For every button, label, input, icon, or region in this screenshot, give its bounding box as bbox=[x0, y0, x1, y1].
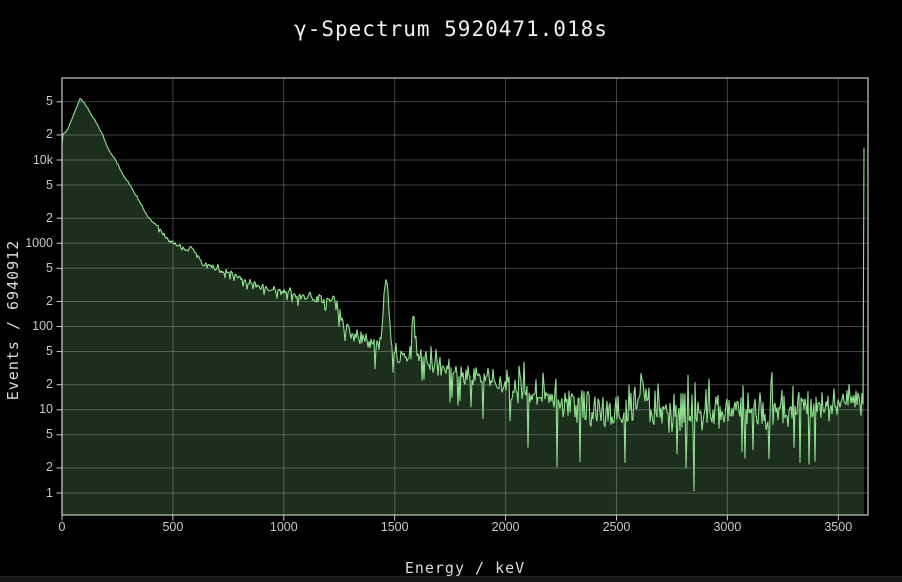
y-tick-label: 2 bbox=[46, 293, 53, 308]
y-tick-label: 5 bbox=[46, 94, 53, 109]
y-tick-label: 5 bbox=[46, 344, 53, 359]
x-tick-label: 1500 bbox=[380, 520, 409, 534]
y-tick-label: 10 bbox=[39, 402, 53, 417]
spectrum-line bbox=[61, 98, 865, 515]
y-tick-label: 2 bbox=[46, 377, 53, 392]
x-axis-title: Energy / keV bbox=[404, 559, 526, 577]
x-tick-label: 3000 bbox=[713, 520, 742, 534]
y-tick-label: 1000 bbox=[25, 235, 53, 250]
y-tick-label: 2 bbox=[46, 127, 53, 142]
grid-lines bbox=[61, 78, 868, 515]
spectrum-area bbox=[56, 77, 869, 521]
x-tick-label: 3500 bbox=[824, 520, 853, 534]
x-tick-label: 1000 bbox=[269, 520, 298, 534]
plot-border bbox=[61, 77, 869, 516]
y-tick-label: 1 bbox=[46, 485, 53, 500]
bottom-window-strip bbox=[0, 576, 902, 582]
y-tick-label: 5 bbox=[46, 427, 53, 442]
spectrum-fill bbox=[62, 98, 864, 515]
x-tick-label: 2000 bbox=[491, 520, 520, 534]
x-tick-label: 2500 bbox=[602, 520, 631, 534]
y-tick-label: 10k bbox=[32, 152, 53, 167]
chart-title: γ-Spectrum 5920471.018s bbox=[294, 17, 608, 41]
x-tick-label: 500 bbox=[162, 520, 184, 534]
axis-tick-marks bbox=[56, 101, 839, 521]
y-tick-label: 5 bbox=[46, 177, 53, 192]
y-tick-label: 100 bbox=[32, 319, 53, 333]
y-tick-label: 5 bbox=[46, 260, 53, 275]
y-tick-label: 2 bbox=[46, 210, 53, 225]
x-tick-label: 0 bbox=[58, 520, 66, 534]
y-tick-label: 2 bbox=[46, 460, 53, 475]
